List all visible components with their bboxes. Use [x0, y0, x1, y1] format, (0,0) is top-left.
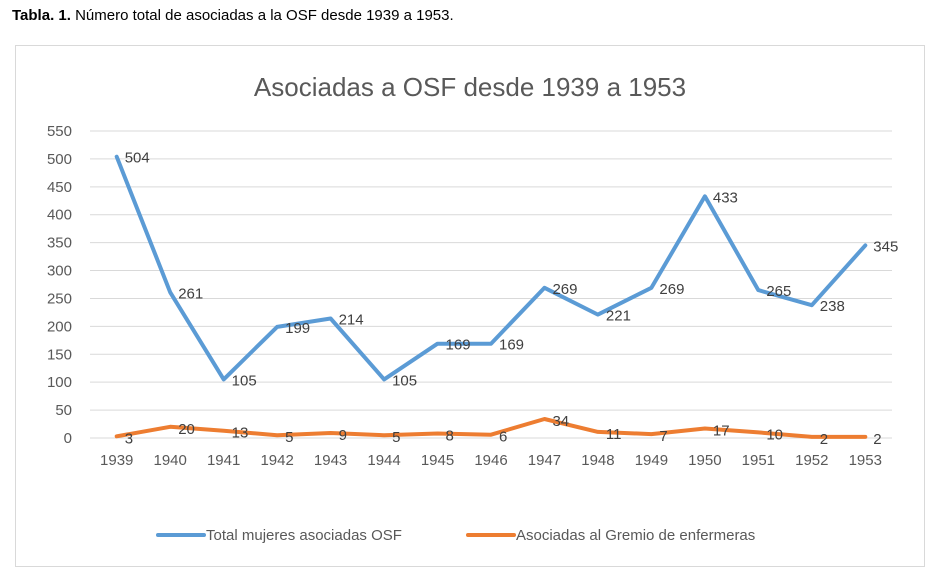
data-label: 11: [606, 426, 622, 443]
data-label: 2: [873, 431, 881, 448]
data-label: 9: [339, 427, 347, 444]
data-label: 105: [392, 372, 417, 389]
x-tick-label: 1942: [260, 452, 293, 469]
legend-label-2: Asociadas al Gremio de enfermeras: [516, 527, 755, 544]
data-label: 504: [125, 150, 150, 167]
data-label: 169: [446, 337, 471, 354]
data-label: 5: [285, 429, 293, 446]
data-label: 13: [232, 425, 249, 442]
y-tick-label: 400: [47, 207, 72, 224]
table-caption: Tabla. 1. Número total de asociadas a la…: [12, 7, 454, 24]
y-tick-label: 250: [47, 290, 72, 307]
data-label: 214: [339, 312, 364, 329]
data-label: 34: [552, 413, 569, 430]
data-label: 2: [820, 431, 828, 448]
data-label: 199: [285, 320, 310, 337]
series-line-2: [114, 417, 868, 439]
x-axis-ticks: 1939 1940 1941 1942 1943 1944 1945 1946 1947 1948…: [100, 452, 882, 469]
x-tick-label: 1951: [742, 452, 775, 469]
y-tick-label: 350: [47, 235, 72, 252]
gridlines: [90, 130, 892, 439]
y-tick-label: 450: [47, 179, 72, 196]
data-label: 3: [125, 430, 133, 447]
line-chart: Asociadas a OSF desde 1939 a 1953 050100…: [47, 72, 899, 544]
y-tick-label: 0: [64, 430, 72, 447]
caption-label: Tabla. 1.: [12, 7, 71, 24]
y-tick-label: 200: [47, 318, 72, 335]
data-label: 105: [232, 372, 257, 389]
data-label: 6: [499, 429, 507, 446]
data-label: 238: [820, 298, 845, 315]
chart-title: Asociadas a OSF desde 1939 a 1953: [254, 72, 686, 102]
y-tick-label: 300: [47, 263, 72, 280]
caption-text: Número total de asociadas a la OSF desde…: [70, 7, 454, 24]
data-label: 20: [178, 421, 195, 438]
x-tick-label: 1948: [581, 452, 614, 469]
legend-label-1: Total mujeres asociadas OSF: [206, 527, 402, 544]
y-axis-ticks: 0 50 100 150 200 250 300 350 400 450 500 550: [47, 123, 72, 447]
data-label: 5: [392, 429, 400, 446]
data-label: 265: [766, 283, 791, 300]
x-tick-label: 1949: [635, 452, 668, 469]
data-label: 221: [606, 308, 631, 325]
data-label: 433: [713, 189, 738, 206]
x-tick-label: 1943: [314, 452, 347, 469]
chart-frame: Asociadas a OSF desde 1939 a 1953 0 50 100…: [15, 45, 925, 567]
series-line-1: [114, 154, 868, 382]
x-tick-label: 1946: [474, 452, 507, 469]
y-tick-label: 500: [47, 151, 72, 168]
data-label: 7: [659, 428, 667, 445]
data-label: 269: [659, 281, 684, 298]
data-label: 17: [713, 423, 730, 440]
x-tick-label: 1952: [795, 452, 828, 469]
x-tick-label: 1950: [688, 452, 721, 469]
data-label: 8: [446, 428, 454, 445]
legend: Total mujeres asociadas OSF Asociadas al …: [156, 527, 755, 544]
data-label: 345: [873, 238, 898, 255]
data-label: 169: [499, 337, 524, 354]
data-label: 10: [766, 426, 783, 443]
y-tick-label: 150: [47, 346, 72, 363]
x-tick-label: 1944: [367, 452, 400, 469]
x-tick-label: 1945: [421, 452, 454, 469]
x-tick-label: 1940: [154, 452, 187, 469]
data-label: 261: [178, 285, 203, 302]
x-tick-label: 1939: [100, 452, 133, 469]
y-tick-label: 550: [47, 123, 72, 140]
x-tick-label: 1947: [528, 452, 561, 469]
x-tick-label: 1941: [207, 452, 240, 469]
x-tick-label: 1953: [849, 452, 882, 469]
data-label: 269: [552, 281, 577, 298]
y-tick-label: 50: [55, 402, 72, 419]
y-tick-label: 100: [47, 374, 72, 391]
series-lines: [114, 154, 868, 439]
